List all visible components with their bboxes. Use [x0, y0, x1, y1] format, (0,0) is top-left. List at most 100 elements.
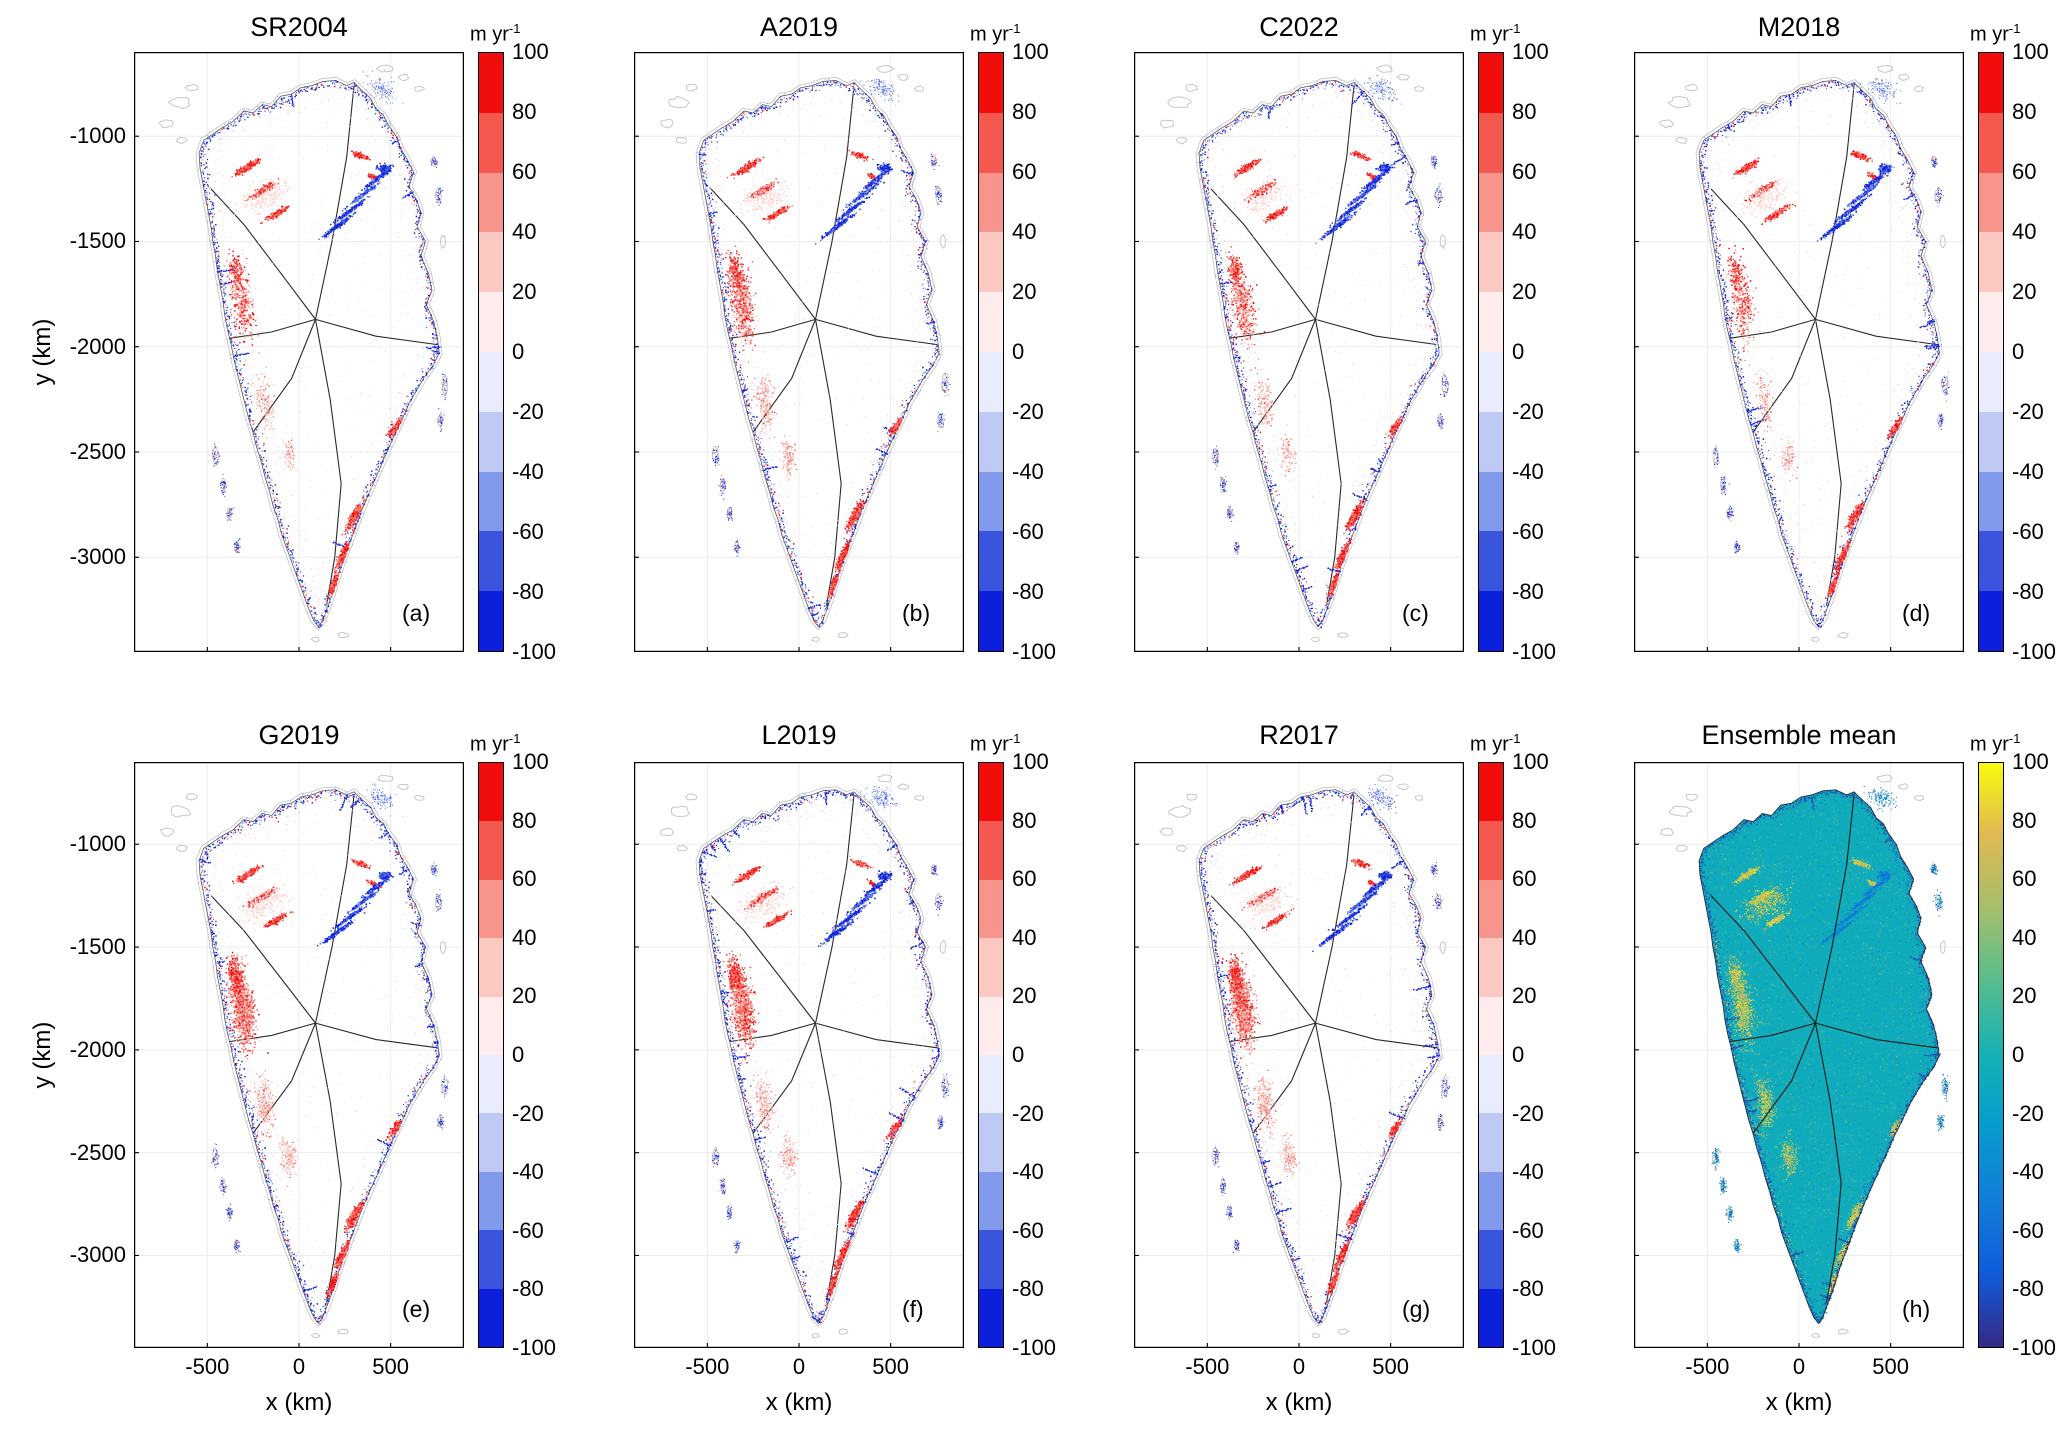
colorbar-tick-label: 0	[512, 339, 525, 364]
colorbar-tick-label: 40	[2012, 924, 2037, 950]
colorbar-tick-label: 80	[1012, 807, 1037, 833]
colorbar-tick-label: 100	[512, 749, 549, 774]
colorbar-tick-label: -20	[512, 1100, 544, 1126]
colorbar-band	[979, 1288, 1003, 1347]
colorbar-unit-text: m yr	[470, 733, 509, 756]
colorbar-unit-text: m yr	[970, 23, 1009, 46]
colorbar-band	[1479, 763, 1503, 822]
colorbar-band	[479, 938, 503, 997]
colorbar-tick-label: 60	[1012, 866, 1037, 892]
colorbar-band	[1979, 292, 2003, 352]
colorbar-tick-label: 100	[2012, 39, 2049, 64]
colorbar-band	[979, 53, 1003, 113]
colorbar-band	[1979, 351, 2003, 412]
colorbar-tick-label: -40	[1512, 459, 1544, 484]
colorbar-band	[1479, 591, 1503, 651]
colorbar-tick-label: -80	[1012, 579, 1044, 604]
colorbar-tick-label: -60	[1512, 1217, 1544, 1243]
colorbar-tick-label: -20	[1012, 399, 1044, 424]
colorbar-tick-label: -40	[512, 459, 544, 484]
colorbar-tick-label: -80	[512, 1276, 544, 1302]
colorbar-unit-sup: -1	[2008, 731, 2021, 746]
colorbar-band	[479, 1055, 503, 1114]
colorbar-band	[979, 471, 1003, 532]
colorbar-tick-label: 100	[1012, 39, 1049, 64]
colorbar-unit-sup: -1	[508, 731, 521, 746]
colorbar-band	[479, 879, 503, 939]
colorbar-band	[479, 411, 503, 472]
colorbar-band	[1979, 531, 2003, 592]
colorbar-tick-label: 20	[1512, 279, 1537, 304]
colorbar-unit-text: m yr	[1470, 23, 1509, 46]
x-tick-label: 0	[292, 1354, 306, 1379]
x-tick-label: 500	[1872, 1354, 1910, 1379]
colorbar-tick-label: -20	[1512, 399, 1544, 424]
colorbar-tick-label: 20	[512, 279, 537, 304]
colorbar-tick-label: -40	[2012, 1159, 2044, 1185]
colorbar-tick-label: -20	[2012, 1100, 2044, 1126]
colorbar-unit-sup: -1	[1508, 731, 1521, 746]
colorbar-band	[1479, 112, 1503, 173]
colorbar-tick-label: 40	[1012, 924, 1037, 950]
colorbar-band	[979, 411, 1003, 472]
colorbar-tick-label: 20	[2012, 279, 2037, 304]
y-tick-label: -1000	[69, 123, 126, 149]
colorbar-band	[979, 591, 1003, 651]
map-plot-e: (e)	[134, 762, 464, 1348]
colorbar-tick-label: 60	[2012, 159, 2037, 184]
colorbar-tick-label: 60	[2012, 866, 2037, 892]
colorbar-band	[979, 879, 1003, 939]
map-canvas-c	[1134, 52, 1464, 652]
y-tick-label: -3000	[69, 1242, 126, 1268]
map-plot-d: (d)	[1634, 52, 1964, 652]
colorbar-tick-label: -100	[2012, 1335, 2057, 1360]
panel-title-a: SR2004	[250, 12, 348, 42]
colorbar-tick-label: 40	[1512, 219, 1537, 244]
colorbar-band	[979, 821, 1003, 880]
colorbar-tick-label: 0	[1512, 339, 1525, 364]
colorbar-band	[479, 172, 503, 233]
colorbar-band	[1479, 879, 1503, 939]
colorbar-band	[979, 351, 1003, 412]
panel-letter-a: (a)	[402, 600, 431, 626]
colorbar-tick-label: 100	[1512, 39, 1549, 64]
colorbar-band	[1979, 53, 2003, 113]
panel-letter-b: (b)	[902, 600, 931, 626]
colorbar-unit-text: m yr	[1970, 23, 2009, 46]
panel-title-h: Ensemble mean	[1701, 720, 1897, 750]
x-tick-label: 0	[792, 1354, 806, 1379]
colorbar-band	[479, 996, 503, 1056]
x-tick-label: -500	[685, 1354, 730, 1379]
colorbar-band	[979, 996, 1003, 1056]
colorbar-tick-label: 60	[1012, 159, 1037, 184]
colorbar-c	[1478, 52, 1504, 652]
colorbar-tick-label: 100	[1012, 749, 1049, 774]
colorbar-band	[1479, 471, 1503, 532]
colorbar-unit-label: m yr-1	[1470, 18, 1520, 46]
map-canvas-e	[134, 762, 464, 1348]
colorbar-tick-label: -100	[1512, 1335, 1557, 1360]
colorbar-tick-label: 20	[2012, 983, 2037, 1009]
colorbar-band	[479, 112, 503, 173]
colorbar-f	[978, 762, 1004, 1348]
colorbar-band	[1479, 1288, 1503, 1347]
colorbar-tick-label: 20	[1012, 983, 1037, 1009]
colorbar-tick-label: 60	[512, 159, 537, 184]
x-tick-label: -500	[1685, 1354, 1730, 1379]
colorbar-b	[978, 52, 1004, 652]
colorbar-tick-label: 20	[1512, 983, 1537, 1009]
colorbar-tick-label: -80	[1512, 1276, 1544, 1302]
colorbar-band	[479, 1171, 503, 1231]
colorbar-tick-label: -40	[2012, 459, 2044, 484]
colorbar-band	[979, 112, 1003, 173]
colorbar-d	[1978, 52, 2004, 652]
colorbar-band	[1479, 938, 1503, 997]
colorbar-tick-label: -40	[1012, 459, 1044, 484]
colorbar-band	[979, 1055, 1003, 1114]
colorbar-band	[479, 1113, 503, 1172]
y-tick-label: -2000	[69, 1036, 126, 1062]
colorbar-unit-label: m yr-1	[470, 18, 520, 46]
colorbar-g	[1478, 762, 1504, 1348]
colorbar-tick-label: -40	[1012, 1159, 1044, 1185]
